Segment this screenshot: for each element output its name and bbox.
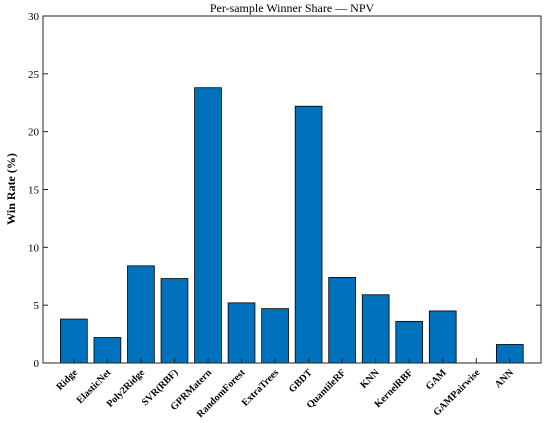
bar-extratrees xyxy=(261,308,289,364)
bar-ridge xyxy=(60,318,88,364)
x-tick-label: GBDT xyxy=(287,367,315,395)
y-tick-label: 25 xyxy=(28,69,40,81)
y-tick-label: 5 xyxy=(34,300,40,312)
y-tick-label: 0 xyxy=(34,358,40,370)
x-tick-label: ANN xyxy=(493,367,517,391)
x-tick-label: KNN xyxy=(358,367,382,391)
x-tick-label: GAM xyxy=(424,367,449,392)
bar-knn xyxy=(361,294,390,364)
y-tick-label: 10 xyxy=(28,242,40,254)
y-tick-label: 15 xyxy=(28,185,40,197)
x-tick-label: Ridge xyxy=(55,367,81,393)
bar-gprmatern xyxy=(194,87,222,364)
plot-frame xyxy=(42,15,542,364)
bars-group xyxy=(60,87,524,364)
bar-kernelrbf xyxy=(395,320,424,364)
x-tick-label: ExtraTrees xyxy=(240,367,281,408)
chart-title: Per-sample Winner Share — NPV xyxy=(210,1,375,15)
bar-svr-rbf xyxy=(160,278,189,364)
y-axis-label: Win Rate (%) xyxy=(4,153,18,225)
bar-poly2ridge xyxy=(127,265,155,364)
bar-quantilerf xyxy=(328,277,356,364)
bar-gbdt xyxy=(294,105,323,364)
bar-randomforest xyxy=(227,302,256,364)
bar-gam xyxy=(428,310,457,364)
x-ticks-group: RidgeElasticNetPoly2RidgeSVR(RBF)GPRMate… xyxy=(55,358,517,420)
y-tick-label: 30 xyxy=(28,11,40,23)
y-tick-label: 20 xyxy=(28,127,40,139)
